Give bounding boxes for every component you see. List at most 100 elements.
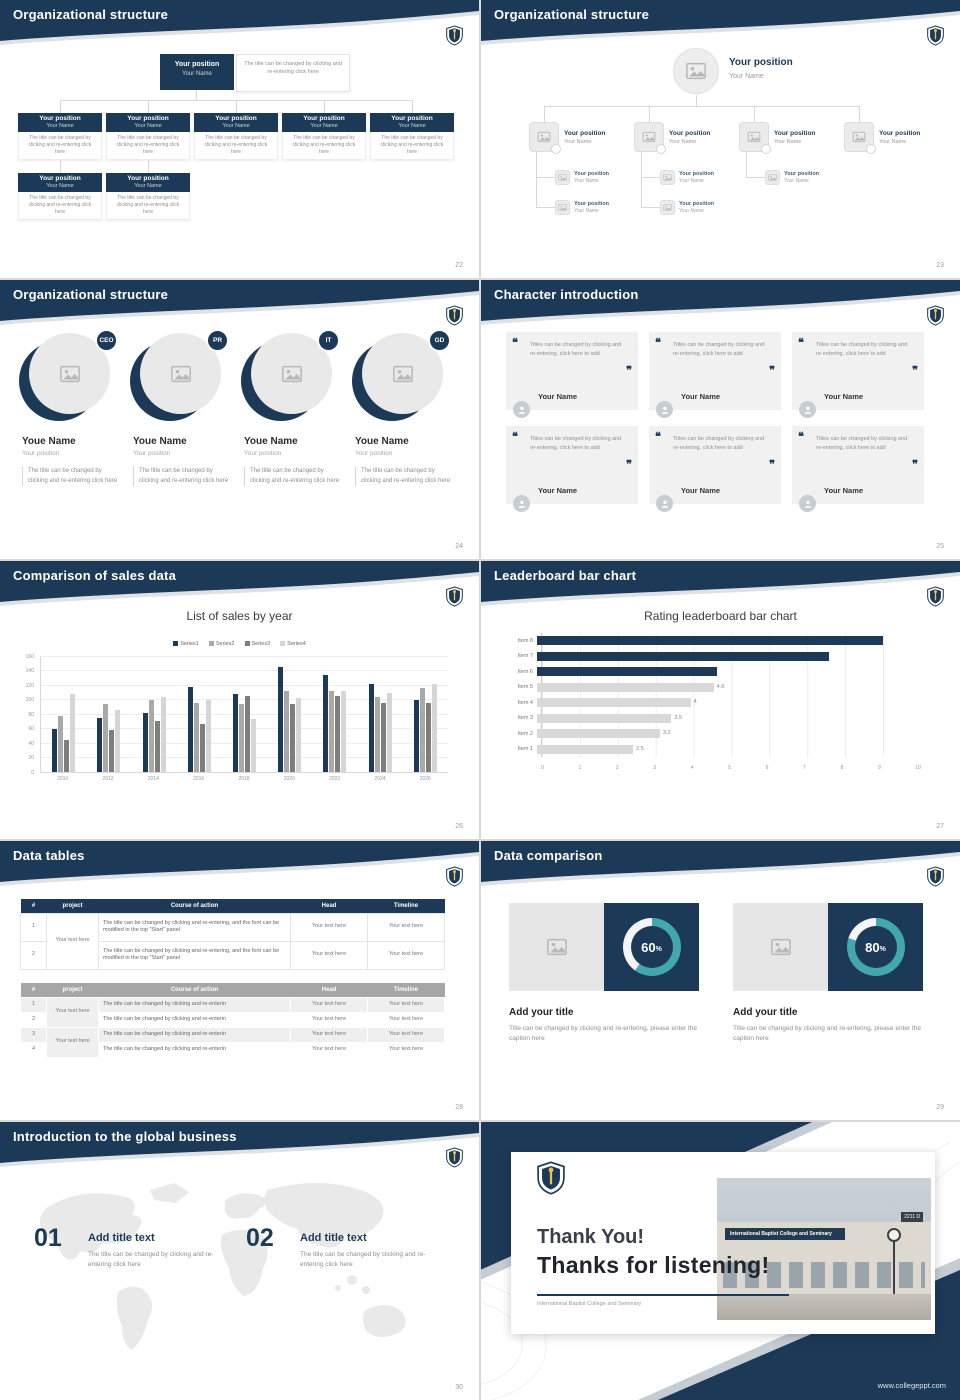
bar-series1 <box>97 717 103 772</box>
quote-open-icon: ❝ <box>655 337 661 350</box>
bar-group <box>86 657 131 772</box>
connector-line <box>746 152 747 178</box>
subnode-position: Your position <box>574 171 610 177</box>
org-subnode: Your position Your Name <box>555 170 609 185</box>
connector-line <box>536 177 555 178</box>
slide-26-comparison-of-sales-data[interactable]: Comparison of sales data List of sales b… <box>0 560 479 840</box>
donut-chart: 60% <box>622 918 681 977</box>
bar-series1 <box>52 728 58 772</box>
leader-row: Item 6 <box>505 667 921 677</box>
member-position: Your position <box>244 450 282 458</box>
x-tick-label: 0 <box>541 764 544 771</box>
leader-category-label: Item 4 <box>517 699 533 706</box>
x-axis-label: 2012 <box>102 775 114 782</box>
x-tick-label: 8 <box>840 764 844 771</box>
slide-28-data-tables[interactable]: Data tables # project Course of action H… <box>0 841 479 1120</box>
college-crest-icon <box>446 305 463 326</box>
bar-series3 <box>290 704 296 772</box>
bar-series3 <box>425 702 431 772</box>
bar-series1 <box>323 675 329 772</box>
role-badge: PR <box>206 329 229 353</box>
college-crest-icon <box>446 866 463 887</box>
photo-placeholder <box>765 170 780 185</box>
page-number: 24 <box>455 542 463 550</box>
donut-value: 80% <box>847 918 905 976</box>
item-number: 02 <box>246 1223 274 1252</box>
slide-29-data-comparison[interactable]: Data comparison 60% Add your title Title… <box>481 841 960 1120</box>
slide-27-leaderboard-bar-chart[interactable]: Leaderboard bar chart Rating leaderboard… <box>481 560 960 840</box>
cell-timeline: Your text here <box>367 940 445 970</box>
node-note: The title can be changed by clicking and… <box>282 132 366 160</box>
image-icon <box>768 173 777 182</box>
col-header: Course of action <box>98 899 291 914</box>
quote-card: ❝ Titles can be changed by clicking and … <box>649 426 781 513</box>
bar-series3 <box>109 730 115 772</box>
bar-series4 <box>70 694 76 772</box>
leader-bar <box>537 713 672 723</box>
node-position: Your position <box>303 115 345 122</box>
slide-25-character-introduction[interactable]: Character introduction ❝ Titles can be c… <box>481 280 960 559</box>
slide-23-organizational-structure[interactable]: Organizational structure Your position Y… <box>481 0 960 279</box>
table-header-row: # project Course of action Head Timeline <box>20 899 445 914</box>
donut-box: 60% <box>604 903 699 992</box>
subnode-name: Your Name <box>679 178 704 184</box>
leader-category-label: Item 6 <box>517 668 533 675</box>
node-position: Your position <box>391 115 433 122</box>
cell-index: 1 <box>20 912 47 942</box>
x-tick-label: 5 <box>728 764 731 771</box>
member-name: Youe Name <box>355 436 409 448</box>
node-position: Your position <box>215 115 257 122</box>
gridline <box>40 713 448 715</box>
quote-close-icon: ❞ <box>912 365 918 378</box>
building-sign: International Baptist College and Semina… <box>725 1227 845 1241</box>
subnode-name: Your Name <box>784 178 809 184</box>
campus-photo: International Baptist College and Semina… <box>717 1177 931 1320</box>
slide-22-organizational-structure[interactable]: Organizational structure Your position Y… <box>0 0 479 279</box>
table-row: 4 The title can be changed by clicking a… <box>20 1041 445 1058</box>
slide-30-global-business[interactable]: Introduction to the global business 01 A… <box>0 1121 479 1400</box>
org-subnode: Your position Your Name <box>765 170 819 185</box>
person-name: Your Name <box>824 392 864 402</box>
donut-hole <box>630 926 673 969</box>
cell-timeline: Your text here <box>367 1026 445 1043</box>
person-icon <box>656 401 673 419</box>
table-row: 1 Your text here The title can be change… <box>20 996 445 1028</box>
person-icon <box>513 495 530 513</box>
quote-open-icon: ❝ <box>512 431 518 444</box>
connector-line <box>536 207 555 208</box>
gridline <box>40 728 448 730</box>
node-note: The title can be changed by clicking and… <box>18 192 102 220</box>
photo-placeholder <box>660 170 675 185</box>
node-name: Your Name <box>669 138 697 145</box>
accent-rule <box>537 1293 789 1296</box>
bar-series2 <box>238 704 244 772</box>
image-icon <box>558 203 567 212</box>
bar-series2 <box>284 691 290 772</box>
thank-you-line-2: Thanks for listening! <box>537 1251 770 1278</box>
leader-bar <box>537 667 718 677</box>
bar-group <box>131 657 176 772</box>
slide-24-organizational-structure[interactable]: Organizational structure CEO Youe Name Y… <box>0 280 479 559</box>
leader-row: Item 2 3.2 <box>505 729 921 739</box>
item-body: The title can be changed by clicking and… <box>300 1250 426 1268</box>
bar-group <box>41 657 86 772</box>
bar-group <box>358 657 403 772</box>
bar-series4 <box>115 709 121 772</box>
photo-placeholder <box>634 122 666 154</box>
org-node-box: Your position Your Name The title can be … <box>18 113 102 160</box>
connector-line <box>544 106 545 122</box>
gridline <box>40 684 448 686</box>
connector-line <box>641 207 660 208</box>
quote-card: ❝ Titles can be changed by clicking and … <box>792 332 924 419</box>
y-axis-label: 60 <box>28 726 34 733</box>
bar-group <box>267 657 312 772</box>
slide-title: Leaderboard bar chart <box>494 567 637 583</box>
quote-card: ❝ Titles can be changed by clicking and … <box>792 426 924 513</box>
cell-head: Your text here <box>290 1011 368 1028</box>
bar-series2 <box>103 704 109 772</box>
member-note: The title can be changed by clicking and… <box>244 467 340 486</box>
college-crest-icon <box>927 305 944 326</box>
thank-you-card: International Baptist College and Semina… <box>511 1151 935 1334</box>
x-tick-label: 2 <box>615 764 619 771</box>
slide-31-thank-you[interactable]: International Baptist College and Semina… <box>481 1121 960 1400</box>
